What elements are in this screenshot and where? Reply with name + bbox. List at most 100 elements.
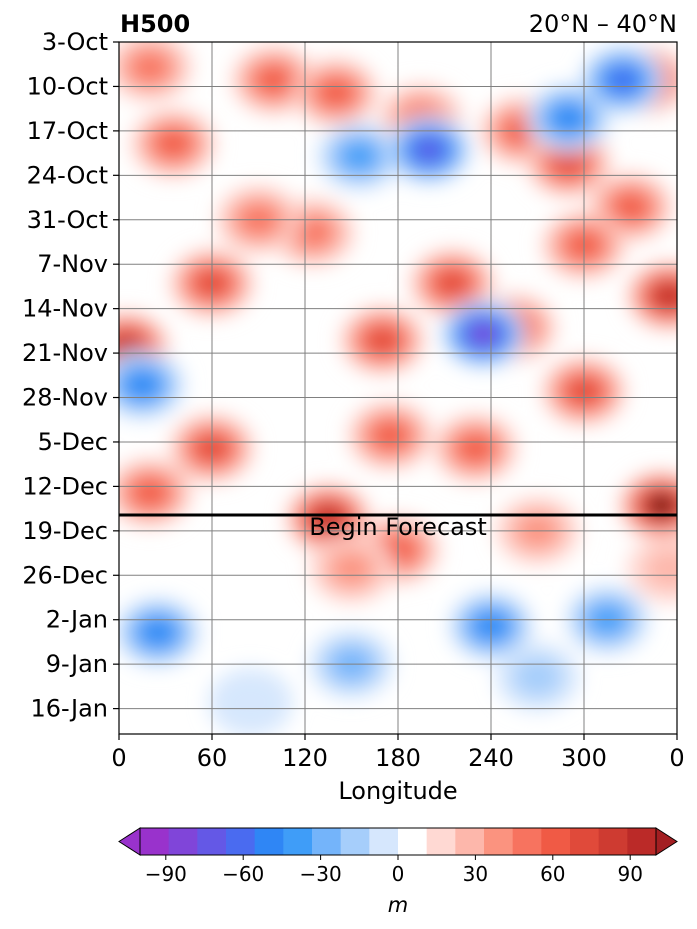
- colorbar-swatch: [426, 828, 456, 855]
- colorbar-swatch: [570, 828, 600, 855]
- y-tick-label: 31-Oct: [27, 206, 108, 234]
- anomaly-blob: [340, 306, 425, 375]
- anomaly-blob: [294, 58, 378, 127]
- anomaly-blob: [216, 185, 301, 254]
- anomaly-blob: [131, 109, 216, 178]
- y-tick-label: 2-Jan: [46, 606, 108, 634]
- x-axis-label: Longitude: [338, 777, 457, 805]
- y-tick-label: 7-Nov: [37, 250, 108, 278]
- anomaly-blob: [317, 122, 402, 191]
- anomaly-blob: [441, 300, 526, 369]
- y-tick-label: 16-Jan: [30, 695, 108, 723]
- y-tick-label: 14-Nov: [22, 295, 108, 323]
- colorbar-swatch: [140, 828, 170, 855]
- colorbar-tick-label: 0: [392, 862, 405, 886]
- gridlines: [118, 41, 678, 734]
- anomaly-contour: [554, 151, 583, 174]
- x-tick-label: 60: [197, 744, 228, 772]
- y-tick-label: 21-Nov: [22, 339, 108, 367]
- anomaly-contour: [119, 337, 139, 357]
- colorbar-tick-label: −90: [145, 862, 187, 886]
- anomaly-contour: [460, 436, 491, 460]
- colorbar-label: m: [388, 893, 408, 917]
- chart-title: H500: [120, 10, 190, 38]
- anomaly-blob: [208, 668, 293, 734]
- colorbar-swatch: [283, 828, 313, 855]
- anomaly-blob: [309, 534, 394, 603]
- colorbar-swatch: [369, 828, 399, 855]
- anomaly-blob: [433, 414, 518, 483]
- anomaly-blob: [495, 642, 580, 711]
- anomaly-contour: [296, 219, 330, 246]
- latitude-band-title: 20°N – 40°N: [529, 10, 677, 38]
- anomaly-contour: [316, 508, 341, 528]
- anomaly-contour: [259, 68, 289, 92]
- colorbar-swatch: [484, 828, 514, 855]
- anomaly-blob: [119, 350, 185, 419]
- x-tick-label: 180: [375, 744, 421, 772]
- anomaly-contour: [368, 329, 397, 352]
- plot-area: Begin Forecast: [118, 41, 678, 735]
- anomaly-blob: [410, 249, 495, 318]
- begin-forecast-label: Begin Forecast: [309, 513, 487, 541]
- y-tick-label: 28-Nov: [22, 384, 108, 412]
- colorbar-swatch: [398, 828, 428, 855]
- anomaly-contour: [644, 548, 677, 589]
- colorbar-swatch: [541, 828, 571, 855]
- anomaly-contour: [133, 54, 167, 81]
- y-tick-label: 9-Jan: [46, 650, 108, 678]
- anomaly-contour: [438, 272, 466, 294]
- y-axis: 3-Oct 10-Oct 17-Oct 24-Oct 31-Oct 7-Nov 14-Nov…: [22, 28, 119, 723]
- anomaly-contour: [649, 496, 674, 515]
- colorbar-swatch: [512, 828, 542, 855]
- y-tick-label: 5-Dec: [38, 428, 108, 456]
- anomaly-contour: [158, 131, 189, 156]
- anomaly-contour: [609, 69, 637, 91]
- anomaly-blob: [119, 458, 192, 527]
- anomaly-contour: [615, 195, 646, 219]
- y-tick-label: 26-Dec: [22, 561, 108, 589]
- y-tick-label: 3-Oct: [42, 28, 108, 56]
- anomaly-blob: [232, 46, 316, 115]
- anomaly-contour: [332, 553, 371, 585]
- colorbar-max-extension: [655, 827, 678, 856]
- anomaly-contour: [142, 620, 173, 645]
- colorbar: −90 −60 −30 0 30 60 90: [118, 827, 678, 886]
- anomaly-contour: [135, 481, 165, 505]
- colorbar-swatch: [254, 828, 284, 855]
- y-tick-label: 12-Dec: [22, 472, 108, 500]
- anomaly-blob: [387, 115, 471, 184]
- anomaly-contour: [512, 656, 563, 697]
- colorbar-swatch: [455, 828, 485, 855]
- colorbar-swatch: [226, 828, 256, 855]
- colorbar-tick-label: −60: [222, 862, 264, 886]
- anomaly-blob: [627, 261, 677, 330]
- anomaly-contour: [321, 81, 351, 105]
- x-tick-label: 0: [669, 744, 684, 772]
- y-tick-label: 19-Dec: [22, 517, 108, 545]
- anomaly-blob: [119, 42, 192, 102]
- colorbar-tick-label: 30: [463, 862, 488, 886]
- x-tick-label: 240: [468, 744, 514, 772]
- colorbar-swatch: [598, 828, 628, 855]
- colorbar-min-extension: [118, 827, 141, 856]
- colorbar-tick-label: −30: [299, 862, 341, 886]
- colorbar-swatch: [197, 828, 227, 855]
- y-tick-label: 17-Oct: [27, 117, 108, 145]
- anomaly-contour: [342, 143, 376, 170]
- anomaly-contour: [127, 373, 158, 397]
- anomaly-contour: [553, 106, 584, 130]
- anomaly-contour: [416, 139, 442, 160]
- y-tick-label: 10-Oct: [27, 72, 108, 100]
- anomaly-contour: [375, 424, 406, 448]
- x-tick-label: 300: [561, 744, 607, 772]
- y-tick-label: 24-Oct: [27, 161, 108, 189]
- anomaly-blob: [348, 401, 433, 470]
- anomaly-blob: [580, 46, 665, 115]
- anomaly-contour: [471, 324, 496, 344]
- anomaly-contour: [657, 286, 677, 306]
- colorbar-swatch: [627, 828, 657, 855]
- colorbar-swatch: [168, 828, 198, 855]
- colorbar-tick-label: 60: [540, 862, 565, 886]
